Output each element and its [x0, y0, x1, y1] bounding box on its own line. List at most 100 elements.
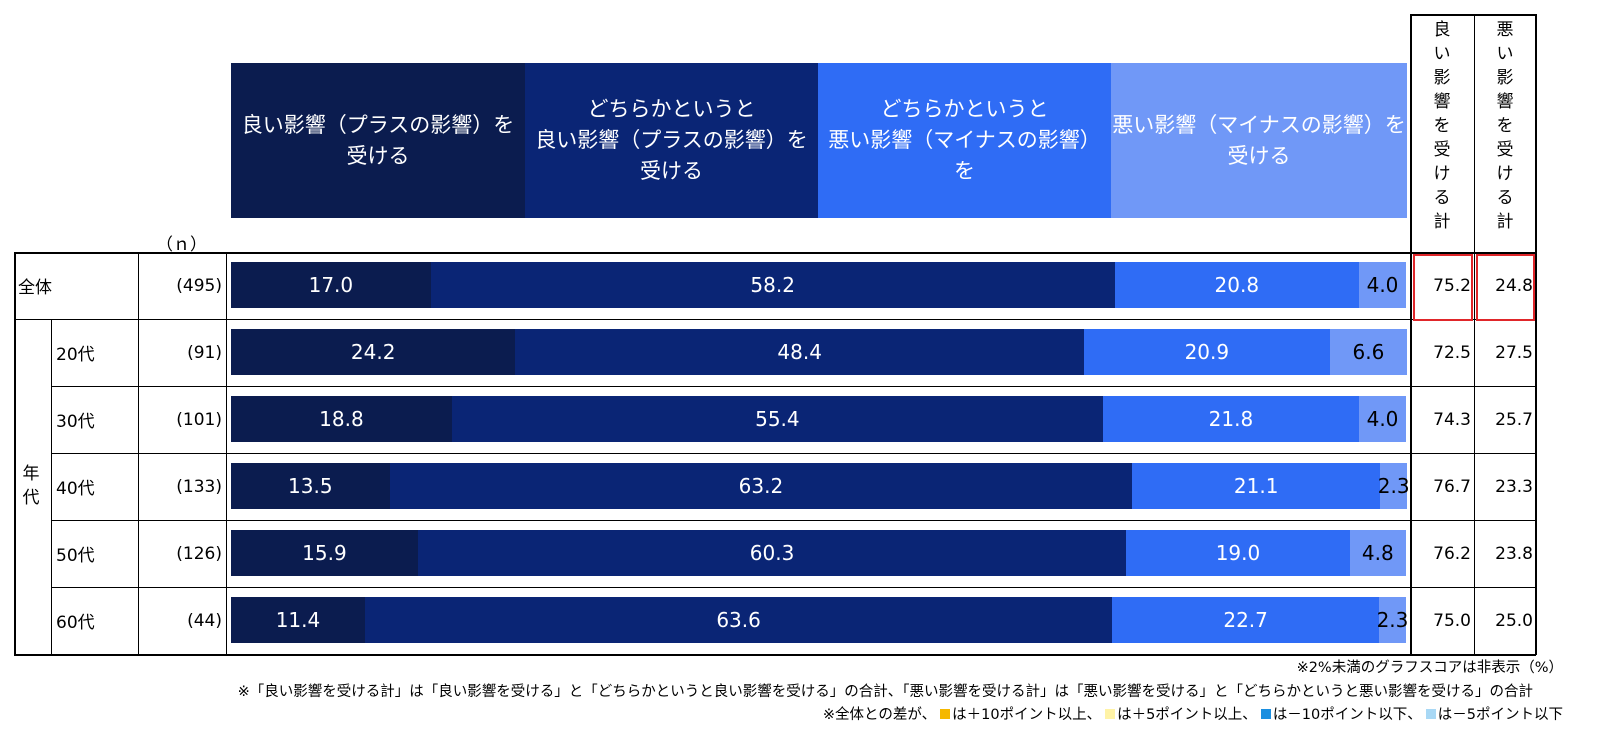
grid-row-divider	[51, 453, 1536, 454]
minus10-label: は－10ポイント以下、	[1272, 707, 1422, 723]
legend-good-label: 良い影響（プラスの影響）を 受ける	[241, 112, 515, 168]
bar-value-label: 2.3	[1376, 608, 1409, 632]
bar-segment: 63.2	[389, 463, 1133, 509]
legend-bad: 悪い影響（マイナスの影響）を 受ける	[1111, 63, 1407, 218]
grid-bottom	[14, 654, 1536, 656]
minus10-swatch	[1260, 709, 1271, 719]
footnote-threshold: ※2%未満のグラフスコアは非表示（%）	[1296, 660, 1563, 676]
bar-segment: 13.5	[231, 463, 390, 509]
row-label: 60代	[56, 613, 95, 633]
bar-value-label: 18.8	[319, 407, 364, 431]
row-label: 50代	[56, 546, 95, 566]
row-n: (133)	[176, 476, 222, 497]
bar-segment: 48.4	[515, 329, 1085, 375]
bar-segment: 63.6	[364, 597, 1113, 643]
row-n: (91)	[187, 342, 222, 363]
total-good-value: 75.2	[1433, 275, 1471, 296]
bar-segment: 24.2	[231, 329, 516, 375]
grid-total-mid	[1474, 14, 1475, 655]
row-n: (495)	[176, 275, 222, 296]
bar-segment: 6.6	[1329, 329, 1408, 375]
bar-value-label: 13.5	[288, 474, 333, 498]
bar-value-label: 63.2	[738, 474, 784, 498]
plus10-label: は＋10ポイント以上、	[952, 707, 1102, 723]
plus5-swatch	[1105, 709, 1116, 719]
bar-segment: 22.7	[1112, 597, 1379, 643]
bar-value-label: 15.9	[302, 541, 347, 565]
row-label: 40代	[56, 479, 95, 499]
bar-value-label: 24.2	[350, 340, 396, 364]
bar-value-label: 20.9	[1184, 340, 1230, 364]
row-label: 全体	[18, 278, 52, 298]
grid-group-divider	[51, 319, 52, 655]
legend-somewhat-good: どちらかというと 良い影響（プラスの影響）を 受ける	[525, 63, 818, 218]
bar-value-label: 21.8	[1208, 407, 1254, 431]
bar-value-label: 11.4	[275, 608, 321, 632]
bar-segment: 11.4	[231, 597, 365, 643]
n-header: （ｎ）	[156, 235, 207, 255]
total-bad-value: 25.0	[1495, 610, 1533, 631]
plus10-swatch	[940, 709, 951, 719]
bar-segment: 60.3	[417, 530, 1127, 576]
bar-value-label: 17.0	[308, 273, 354, 297]
grid-row-divider	[14, 319, 1536, 320]
grid-row-divider	[51, 520, 1536, 521]
bar-value-label: 21.1	[1233, 474, 1279, 498]
bar-value-label: 19.0	[1215, 541, 1261, 565]
bar-value-label: 58.2	[750, 273, 795, 297]
bar-value-label: 55.4	[755, 407, 800, 431]
bar-value-label: 6.6	[1352, 340, 1385, 364]
grid-left	[14, 252, 16, 655]
bar-segment: 4.0	[1359, 262, 1406, 308]
bar-value-label: 22.7	[1223, 608, 1268, 632]
total-good-value: 74.3	[1433, 409, 1471, 430]
total-bad-value: 27.5	[1495, 342, 1533, 363]
row-n: (126)	[176, 543, 222, 564]
bar-value-label: 20.8	[1214, 273, 1260, 297]
minus5-swatch	[1425, 709, 1436, 719]
row-n: (44)	[187, 610, 222, 631]
grid-total-right	[1535, 14, 1537, 655]
bar-segment: 15.9	[231, 530, 418, 576]
bar-segment: 21.1	[1132, 463, 1381, 509]
bar-value-label: 2.3	[1377, 474, 1410, 498]
bar-segment: 58.2	[430, 262, 1115, 308]
grid-row-divider	[51, 587, 1536, 588]
total-bad-header: 悪 い 影 響 を 受 け る 計	[1496, 20, 1514, 232]
bar-segment: 21.8	[1102, 396, 1359, 442]
total-good-value: 76.2	[1433, 543, 1471, 564]
plus5-label: は＋5ポイント以上、	[1117, 707, 1257, 723]
row-n: (101)	[176, 409, 222, 430]
total-good-value: 76.7	[1433, 476, 1471, 497]
bar-value-label: 63.6	[716, 608, 761, 632]
bar-segment: 18.8	[231, 396, 452, 442]
bar-segment: 19.0	[1126, 530, 1350, 576]
bar-value-label: 60.3	[749, 541, 795, 565]
total-bad-value: 23.8	[1495, 543, 1533, 564]
bar-value-label: 4.0	[1366, 407, 1399, 431]
bar-value-label: 48.4	[777, 340, 822, 364]
legend-somewhat-good-label: どちらかというと 良い影響（プラスの影響）を 受ける	[535, 97, 808, 183]
bar-value-label: 4.0	[1366, 273, 1399, 297]
grid-row-divider	[51, 386, 1536, 387]
total-good-header: 良 い 影 響 を 受 け る 計	[1433, 20, 1451, 232]
grid-total-top	[1410, 14, 1536, 16]
bar-segment: 4.0	[1359, 396, 1406, 442]
grid-total-left	[1410, 14, 1412, 655]
total-good-value: 75.0	[1433, 610, 1471, 631]
row-label: 20代	[56, 345, 95, 365]
bar-segment: 20.8	[1114, 262, 1359, 308]
bar-segment: 17.0	[231, 262, 431, 308]
total-highlight-box	[1413, 254, 1473, 321]
total-good-value: 72.5	[1433, 342, 1471, 363]
minus5-label: は－5ポイント以下	[1437, 707, 1563, 723]
diff-legend-prefix: ※全体との差が、	[822, 707, 937, 723]
bar-segment: 2.3	[1377, 463, 1410, 509]
age-group-label: 年 代	[22, 464, 40, 508]
bar-segment: 55.4	[451, 396, 1103, 442]
total-bad-value: 23.3	[1495, 476, 1533, 497]
legend-somewhat-bad-label: どちらかというと 悪い影響（マイナスの影響） を	[828, 97, 1101, 183]
footnote-diff-legend: ※全体との差が、 は＋10ポイント以上、 は＋5ポイント以上、 は－10ポイント以下、…	[823, 703, 1563, 724]
row-label: 30代	[56, 412, 95, 432]
total-highlight-box	[1476, 254, 1535, 321]
